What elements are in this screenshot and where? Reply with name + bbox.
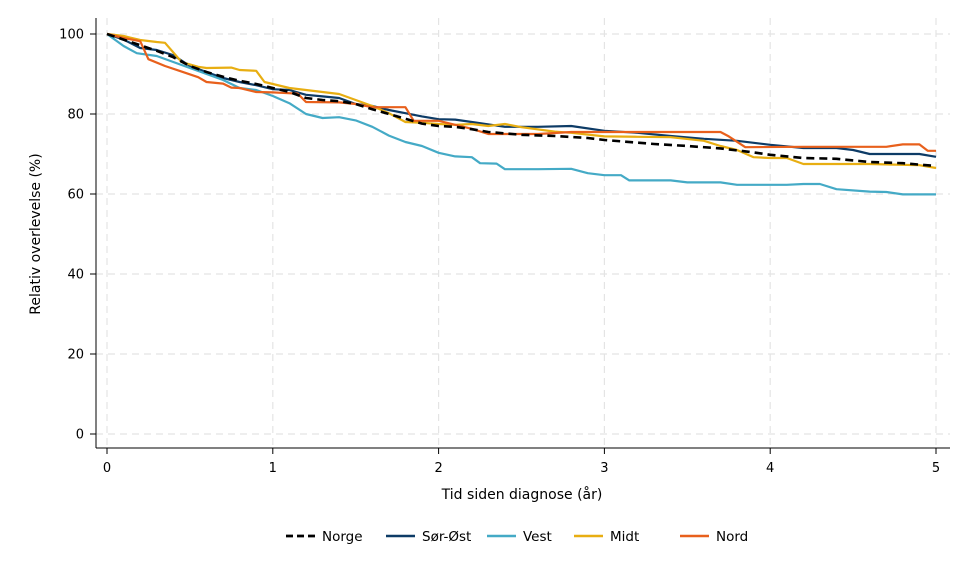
x-tick-label: 2: [434, 461, 442, 476]
series-line-1: [106, 32, 937, 168]
legend-label-3: Vest: [523, 529, 552, 545]
y-tick-label: 60: [67, 188, 84, 203]
y-tick-label: 80: [67, 108, 84, 123]
grid: [96, 18, 950, 448]
series-line-3: [106, 33, 936, 196]
tick-labels: 0 20 40 60 80 100 0 1 2 3 4 5: [59, 28, 940, 477]
series-lines: [106, 32, 937, 196]
y-axis-label: Relativ overlevelse (%): [28, 153, 44, 314]
x-tick-label: 1: [269, 461, 277, 476]
series-line-5: [106, 32, 936, 152]
y-tick-label: 40: [67, 268, 84, 283]
y-tick-label: 100: [59, 28, 84, 43]
x-tick-label: 4: [766, 461, 774, 476]
legend-label-2: Sør-Øst: [422, 529, 471, 545]
x-axis-label: Tid siden diagnose (år): [441, 486, 603, 503]
x-tick-label: 3: [600, 461, 608, 476]
y-tick-label: 20: [67, 348, 84, 363]
plot-area: [96, 18, 950, 448]
axes: [95, 18, 950, 449]
legend: Norge Sør-Øst Vest Midt Nord: [286, 529, 748, 545]
legend-label-4: Midt: [610, 529, 639, 545]
legend-label-1: Norge: [322, 529, 363, 545]
x-tick-label: 0: [103, 461, 111, 476]
x-tick-label: 5: [932, 461, 940, 476]
legend-label-5: Nord: [716, 529, 748, 545]
y-tick-label: 0: [76, 428, 84, 443]
